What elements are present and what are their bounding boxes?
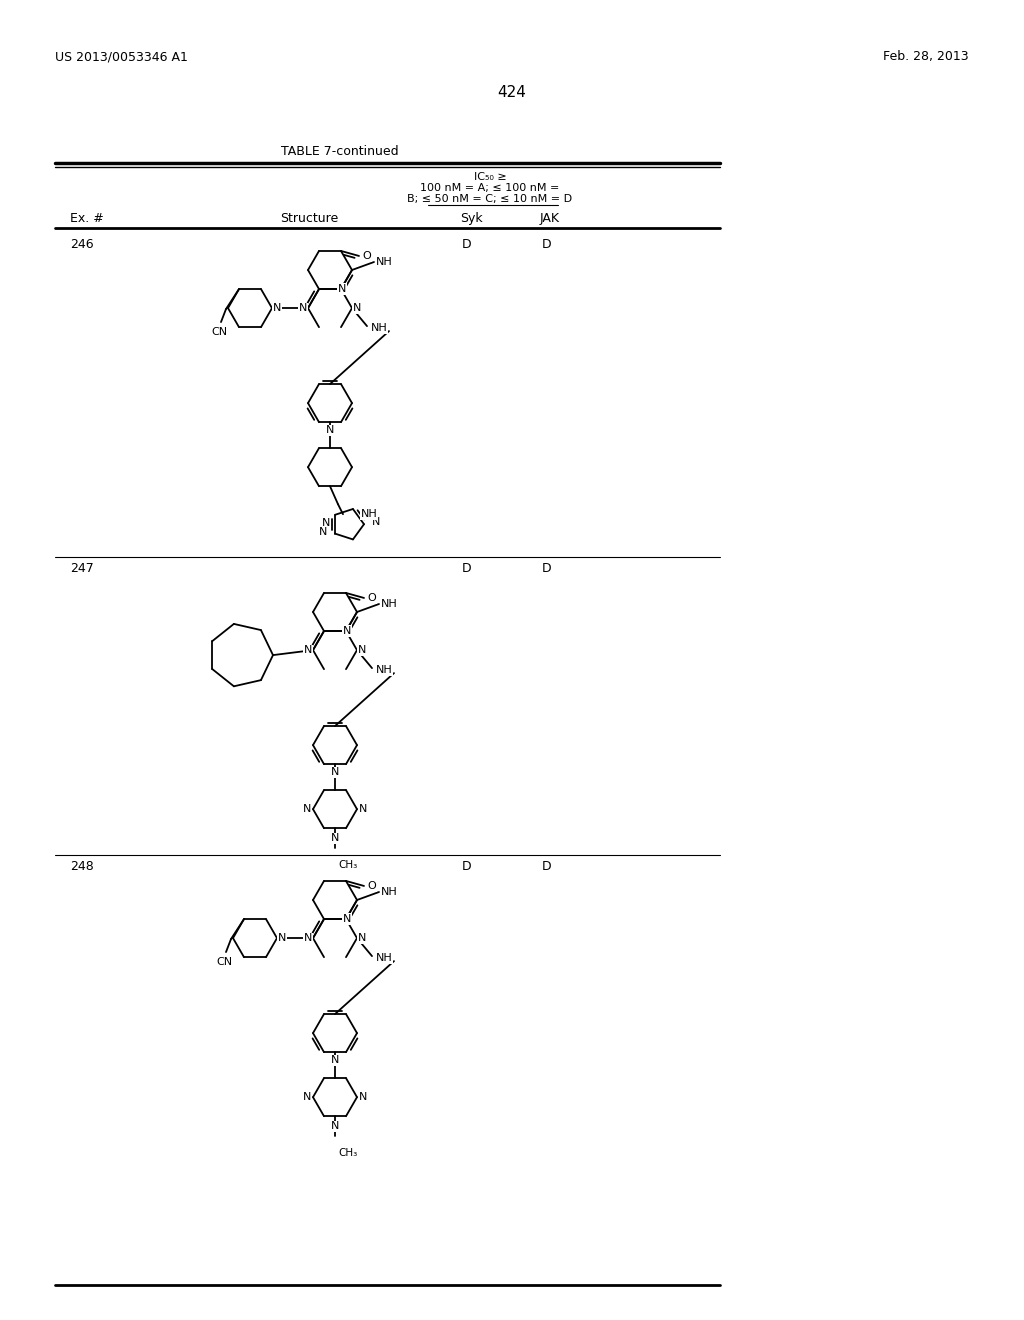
Text: Ex. #: Ex. # xyxy=(70,213,103,224)
Text: N: N xyxy=(343,626,351,636)
Text: N: N xyxy=(303,1092,311,1102)
Text: N: N xyxy=(326,425,334,436)
Text: CH₃: CH₃ xyxy=(338,1148,357,1158)
Text: D: D xyxy=(462,562,472,576)
Text: N: N xyxy=(338,284,346,294)
Text: TABLE 7-continued: TABLE 7-continued xyxy=(282,145,398,158)
Text: CN: CN xyxy=(216,957,232,968)
Text: N: N xyxy=(331,767,339,777)
Text: 248: 248 xyxy=(70,861,94,873)
Text: NH: NH xyxy=(381,887,397,898)
Text: NH: NH xyxy=(376,257,392,267)
Text: O: O xyxy=(368,880,377,891)
Text: D: D xyxy=(462,861,472,873)
Text: O: O xyxy=(362,251,372,261)
Text: N: N xyxy=(372,517,380,527)
Text: B; ≤ 50 nM = C; ≤ 10 nM = D: B; ≤ 50 nM = C; ≤ 10 nM = D xyxy=(408,194,572,205)
Text: D: D xyxy=(542,562,552,576)
Text: Feb. 28, 2013: Feb. 28, 2013 xyxy=(884,50,969,63)
Text: D: D xyxy=(542,861,552,873)
Text: Syk: Syk xyxy=(460,213,482,224)
Text: NH: NH xyxy=(376,665,392,675)
Text: NH: NH xyxy=(381,599,397,609)
Text: NH: NH xyxy=(371,323,387,333)
Text: N: N xyxy=(343,913,351,924)
Text: IC₅₀ ≥: IC₅₀ ≥ xyxy=(474,172,507,182)
Text: N: N xyxy=(331,1121,339,1131)
Text: Structure: Structure xyxy=(280,213,338,224)
Text: CN: CN xyxy=(211,327,227,337)
Text: D: D xyxy=(462,238,472,251)
Text: O: O xyxy=(368,593,377,603)
Text: N: N xyxy=(299,304,307,313)
Text: N: N xyxy=(358,645,367,655)
Text: N: N xyxy=(273,304,282,313)
Text: JAK: JAK xyxy=(540,213,560,224)
Text: 247: 247 xyxy=(70,562,94,576)
Text: US 2013/0053346 A1: US 2013/0053346 A1 xyxy=(55,50,187,63)
Text: NH: NH xyxy=(376,953,392,964)
Text: N: N xyxy=(331,833,339,843)
Text: 100 nM = A; ≤ 100 nM =: 100 nM = A; ≤ 100 nM = xyxy=(420,183,560,193)
Text: N: N xyxy=(322,517,330,528)
Text: CH₃: CH₃ xyxy=(338,861,357,870)
Text: N: N xyxy=(359,804,368,814)
Text: N: N xyxy=(304,933,312,942)
Text: 246: 246 xyxy=(70,238,93,251)
Text: N: N xyxy=(359,1092,368,1102)
Text: N: N xyxy=(358,933,367,942)
Text: N: N xyxy=(331,1055,339,1065)
Text: N: N xyxy=(278,933,287,942)
Text: N: N xyxy=(303,804,311,814)
Text: NH: NH xyxy=(360,510,378,519)
Text: N: N xyxy=(318,527,327,537)
Text: 424: 424 xyxy=(498,84,526,100)
Text: N: N xyxy=(304,645,312,655)
Text: N: N xyxy=(353,304,361,313)
Text: D: D xyxy=(542,238,552,251)
